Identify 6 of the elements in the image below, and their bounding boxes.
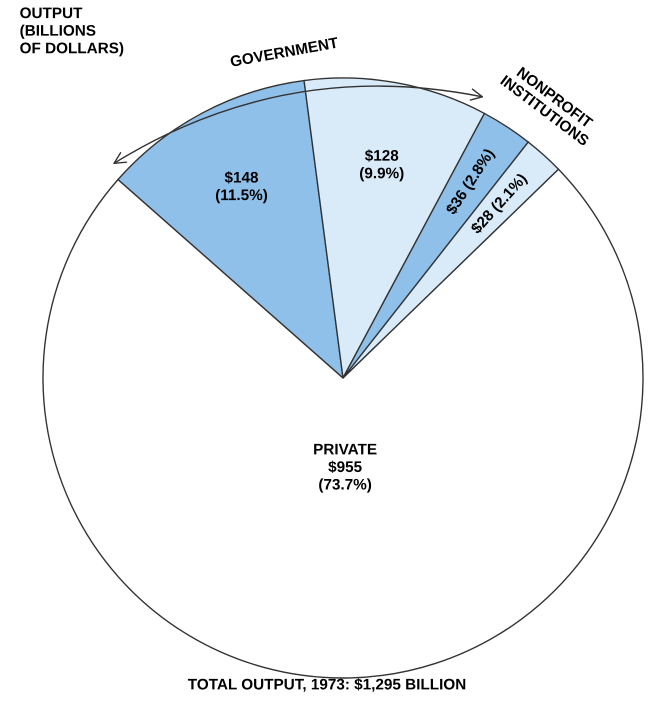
- slice-label: PRIVATE: [314, 444, 376, 454]
- text: TOTAL OUTPUT, 1973: $1,295 BILLION: [188, 678, 466, 692]
- data-label: $955 (73.7%): [319, 460, 372, 493]
- data-label: $148 (11.5%): [216, 171, 268, 204]
- data-label: $128 (9.9%): [360, 149, 404, 182]
- chart-title: OUTPUT (BILLIONS OF DOLLARS): [20, 7, 124, 56]
